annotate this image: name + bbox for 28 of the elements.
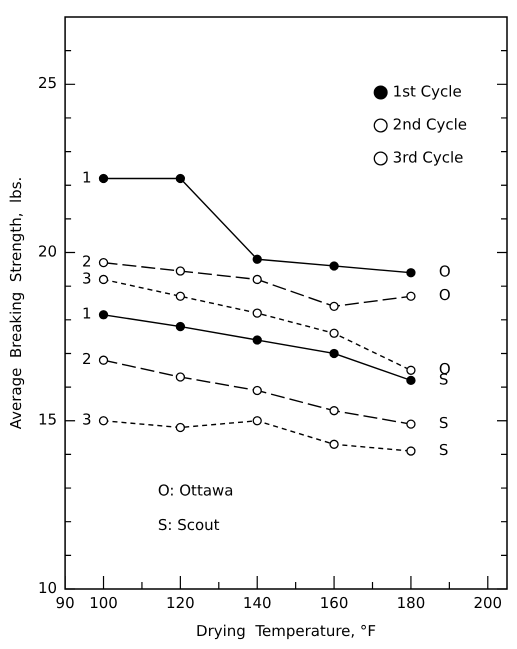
legend-label: 3rd Cycle — [392, 148, 464, 166]
annotation: S — [438, 414, 448, 432]
x-tick-label: 100 — [89, 594, 118, 612]
y-tick-label: 10 — [38, 578, 58, 597]
annotation: O — [438, 262, 451, 281]
annotation: 1 — [82, 168, 92, 186]
x-tick-label: 200 — [473, 594, 502, 612]
y-axis-title: Average Breaking Strength, lbs. — [6, 176, 25, 430]
x-tick-label: 90 — [56, 594, 75, 612]
annotation: O — [438, 286, 451, 304]
annotation: O: Ottawa — [158, 482, 234, 500]
x-tick-label: 140 — [242, 594, 272, 612]
legend-label: 2nd Cycle — [392, 115, 468, 134]
x-tick-label: 120 — [166, 594, 195, 612]
x-axis-title: Drying Temperature, °F — [196, 622, 376, 640]
y-tick-label: 25 — [38, 74, 58, 92]
x-tick-label: 180 — [396, 594, 426, 612]
annotation: 1 — [82, 304, 92, 323]
annotation: 2 — [82, 350, 92, 368]
annotation: 3 — [82, 410, 92, 429]
y-tick-label: 20 — [38, 242, 58, 260]
y-tick-label: 15 — [38, 410, 58, 429]
annotation: 2 — [82, 252, 92, 271]
annotation: S: Scout — [158, 516, 220, 534]
x-tick-label: 160 — [320, 594, 348, 612]
annotation: S — [438, 440, 448, 459]
legend-label: 1st Cycle — [392, 82, 462, 100]
annotation: 3 — [82, 269, 92, 288]
